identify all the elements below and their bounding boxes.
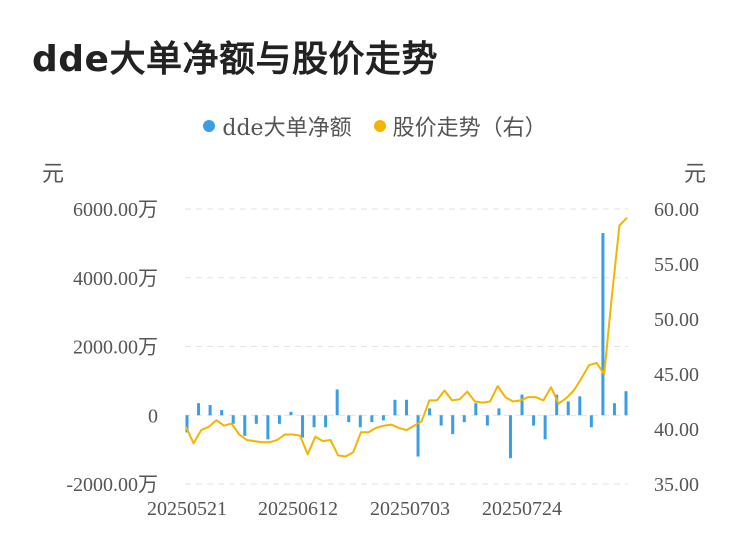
legend-label-price: 股价走势（右） [392, 116, 547, 141]
dde-bar [589, 415, 593, 428]
left-axis-tick: 6000.00万 [73, 199, 158, 221]
dde-bar [612, 403, 616, 416]
right-axis-tick: 40.00 [654, 419, 699, 441]
dde-bar [462, 415, 466, 423]
right-axis-tick: 35.00 [654, 474, 699, 496]
dde-bar [532, 415, 536, 426]
dde-bar [428, 408, 432, 416]
left-axis-tick: 2000.00万 [73, 337, 158, 359]
price-line [185, 217, 628, 458]
right-axis-tick: 50.00 [654, 309, 699, 331]
dde-bar [220, 410, 224, 416]
dde-bar [208, 404, 212, 416]
dde-bar [370, 415, 374, 423]
dde-bar [254, 415, 258, 424]
dde-bar [381, 415, 385, 421]
dde-bar [277, 415, 281, 424]
left-axis-tick: -2000.00万 [66, 474, 158, 496]
dde-bar [289, 411, 293, 416]
right-axis-tick: 55.00 [654, 254, 699, 276]
dde-bar [601, 233, 605, 416]
right-axis-unit: 元 [684, 162, 707, 187]
right-axis-tick: 45.00 [654, 364, 699, 386]
dde-bar [508, 415, 512, 459]
dde-bar [266, 415, 270, 440]
dde-bar [185, 415, 189, 433]
dde-bar [555, 394, 559, 416]
legend-dot-dde [203, 120, 216, 132]
legend-dot-price [373, 120, 386, 132]
dde-bar [520, 394, 524, 416]
x-axis-tick: 20250612 [258, 498, 338, 520]
dde-bar [485, 415, 489, 426]
left-axis-tick: 4000.00万 [73, 268, 158, 290]
dde-bar [301, 415, 305, 438]
legend: dde大单净额 股价走势（右） [0, 110, 750, 142]
dde-bar [393, 399, 397, 416]
dde-bar [231, 415, 235, 424]
dde-bar [474, 403, 478, 416]
dde-bar [497, 408, 501, 416]
legend-label-dde: dde大单净额 [222, 116, 352, 141]
dde-bar [347, 415, 351, 423]
dde-bar [243, 415, 247, 436]
legend-item-price[interactable]: 股价走势（右） [373, 110, 547, 142]
dde-bar [312, 415, 316, 428]
x-axis-tick: 20250521 [147, 498, 227, 520]
dde-bar [358, 415, 362, 428]
dde-bar [566, 401, 570, 416]
dde-bar [624, 391, 628, 416]
dde-bar [405, 399, 408, 416]
left-axis-tick: 0 [148, 405, 158, 427]
right-axis-tick: 60.00 [654, 199, 699, 221]
dde-bar [543, 415, 547, 440]
dde-bar [578, 396, 582, 416]
x-axis-tick: 20250703 [370, 498, 450, 520]
dde-bar [416, 415, 420, 457]
chart-title: dde大单净额与股价走势 [32, 39, 438, 80]
dde-bar [439, 415, 443, 426]
dde-bar [324, 415, 328, 428]
dde-bar [197, 403, 201, 416]
dde-bar [451, 415, 455, 435]
x-axis-tick: 20250724 [482, 498, 562, 520]
left-axis-unit: 元 [42, 162, 65, 187]
legend-item-dde[interactable]: dde大单净额 [203, 110, 352, 142]
dde-bar [335, 389, 339, 416]
